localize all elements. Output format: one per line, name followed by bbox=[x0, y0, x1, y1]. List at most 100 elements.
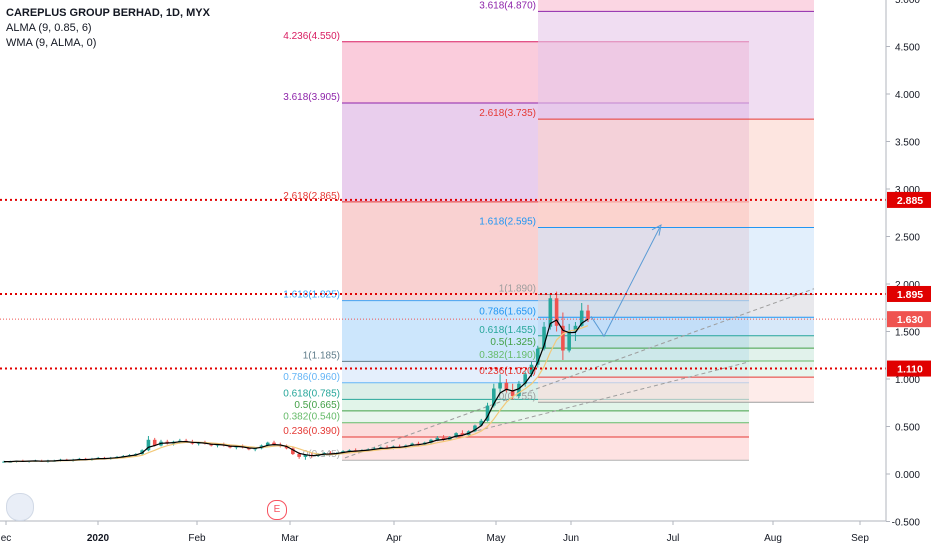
candle-body bbox=[347, 450, 352, 452]
price-axis-badge bbox=[887, 360, 931, 377]
projection-arrow bbox=[590, 226, 661, 338]
fib-left-zone bbox=[342, 399, 749, 411]
fib-left-zone bbox=[342, 436, 749, 461]
candle-body bbox=[548, 298, 553, 327]
fib-right-zone bbox=[538, 119, 814, 228]
y-tick-label: 3.000 bbox=[895, 185, 920, 196]
price-axis-badge bbox=[887, 191, 931, 208]
y-tick-label: 5.000 bbox=[895, 0, 920, 6]
candle-body bbox=[510, 390, 515, 397]
alma-indicator-label[interactable]: ALMA (9, 0.85, 6) bbox=[6, 22, 92, 34]
candle-body bbox=[265, 442, 270, 446]
fib-left-zone bbox=[342, 410, 749, 423]
candle-body bbox=[152, 439, 157, 446]
candle-body bbox=[429, 439, 433, 443]
candle-body bbox=[573, 325, 578, 332]
alma-line bbox=[4, 318, 589, 463]
chart-legend: CAREPLUS GROUP BERHAD, 1D, MYX ALMA (9, … bbox=[6, 6, 210, 51]
fib-left-level-label: 0.382(0.540) bbox=[283, 412, 340, 423]
y-tick-label: 4.500 bbox=[895, 43, 920, 54]
x-tick-label: Feb bbox=[188, 533, 206, 544]
x-tick-label: Mar bbox=[281, 533, 299, 544]
x-tick-label: Jun bbox=[563, 533, 579, 544]
price-axis-badge bbox=[887, 311, 931, 328]
candle-body bbox=[454, 433, 458, 437]
fib-right-zone bbox=[538, 11, 814, 120]
x-tick-label: Sep bbox=[851, 533, 869, 544]
x-tick-label: Aug bbox=[764, 533, 782, 544]
fib-right-zone bbox=[538, 377, 814, 403]
projection-arrow-head bbox=[651, 224, 662, 236]
fib-left-level-label: 4.236(4.550) bbox=[283, 31, 340, 42]
fib-right-level-label: 0.786(1.650) bbox=[479, 306, 536, 317]
candle-body bbox=[567, 331, 571, 351]
candle-body bbox=[504, 382, 509, 391]
y-tick-label: 1.500 bbox=[895, 328, 920, 339]
y-tick-label: 0.000 bbox=[895, 470, 920, 481]
price-axis-badge-label: 1.110 bbox=[897, 364, 923, 376]
y-tick-label: -0.500 bbox=[892, 518, 921, 529]
candle-body bbox=[579, 310, 584, 326]
candle-body bbox=[441, 437, 446, 440]
trendline-lower bbox=[429, 361, 750, 444]
candle-body bbox=[542, 326, 546, 349]
candle-body bbox=[498, 382, 502, 389]
price-axis-badge-label: 1.630 bbox=[897, 314, 923, 326]
fib-right-zone bbox=[538, 335, 814, 349]
y-tick-label: 4.000 bbox=[895, 90, 920, 101]
y-tick-label: 3.500 bbox=[895, 138, 920, 149]
candle-body bbox=[523, 374, 528, 384]
candle-body bbox=[284, 446, 289, 449]
candle-body bbox=[272, 442, 276, 445]
candle-body bbox=[561, 325, 565, 351]
candle-body bbox=[473, 425, 477, 432]
fib-right-level-label: 0.618(1.455) bbox=[479, 325, 536, 336]
fib-right-level-label: 0.236(1.020) bbox=[479, 366, 536, 377]
candle-body bbox=[291, 448, 295, 455]
fib-right-level-label: 2.618(3.735) bbox=[479, 108, 536, 119]
fib-left-zone bbox=[342, 422, 749, 437]
candle-body bbox=[460, 433, 465, 436]
fib-right-zone bbox=[538, 0, 814, 12]
fib-right-zone bbox=[538, 227, 814, 295]
candle-body bbox=[492, 388, 496, 406]
fib-right-level-label: 0.382(1.190) bbox=[479, 350, 536, 361]
candle-body bbox=[416, 443, 421, 445]
fib-left-level-label: 0.618(0.785) bbox=[283, 388, 340, 399]
fib-right-level-label: 0(0.755) bbox=[499, 391, 536, 402]
y-tick-label: 2.500 bbox=[895, 233, 920, 244]
candle-body bbox=[146, 439, 151, 451]
candle-body bbox=[517, 383, 521, 397]
symbol-title[interactable]: CAREPLUS GROUP BERHAD, 1D, MYX bbox=[6, 7, 210, 19]
candle-body bbox=[297, 454, 301, 457]
y-tick-label: 0.500 bbox=[895, 423, 920, 434]
candle-body bbox=[435, 437, 440, 440]
candle-body bbox=[479, 420, 484, 426]
y-tick-label: 2.000 bbox=[895, 280, 920, 291]
fib-right-level-label: 3.618(4.870) bbox=[479, 0, 536, 11]
earnings-event-marker[interactable]: E bbox=[267, 500, 287, 520]
candle-body bbox=[485, 405, 490, 421]
fib-right-level-label: 1(1.890) bbox=[499, 283, 536, 294]
price-axis-badge-label: 1.895 bbox=[897, 289, 923, 301]
y-tick-label: 1.000 bbox=[895, 375, 920, 386]
candle-body bbox=[535, 348, 540, 365]
tradingview-logo-icon[interactable] bbox=[6, 493, 34, 521]
fib-left-level-label: 0.5(0.665) bbox=[294, 400, 340, 411]
trendline-upper bbox=[344, 288, 815, 459]
candle-body bbox=[586, 310, 590, 320]
price-axis-badge bbox=[887, 285, 931, 302]
wma-indicator-label[interactable]: WMA (9, ALMA, 0) bbox=[6, 37, 97, 49]
fib-left-level-label: 0.236(0.390) bbox=[283, 426, 340, 437]
fib-right-zone bbox=[538, 294, 814, 318]
x-tick-label: Jul bbox=[667, 533, 680, 544]
x-tick-label: May bbox=[487, 533, 506, 544]
fib-right-level-label: 1.618(2.595) bbox=[479, 216, 536, 227]
x-tick-label: Apr bbox=[386, 533, 402, 544]
x-tick-label: ec bbox=[1, 533, 12, 544]
fib-right-zone bbox=[538, 348, 814, 361]
fib-left-level-label: 3.618(3.905) bbox=[283, 92, 340, 103]
fib-left-level-label: 2.618(2.865) bbox=[283, 191, 340, 202]
fib-left-level-label: 1.618(1.825) bbox=[283, 290, 340, 301]
